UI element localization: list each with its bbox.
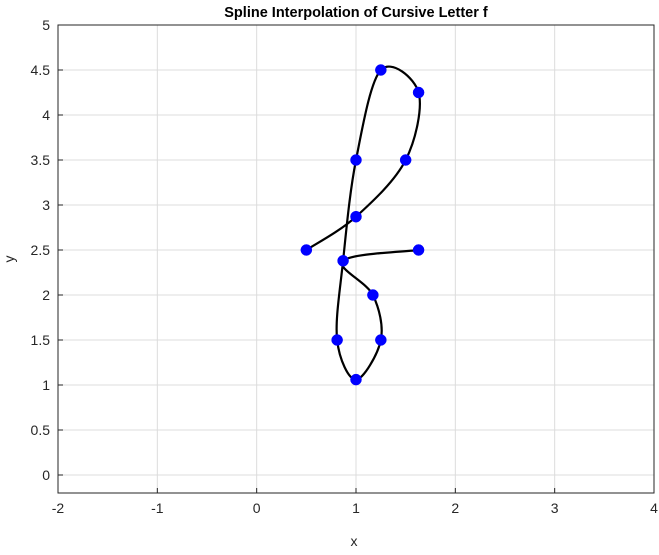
control-point-marker (412, 86, 425, 99)
curve-layer (305, 65, 421, 381)
x-tick-label: 1 (352, 500, 360, 516)
control-point-marker (399, 154, 412, 166)
control-point-marker (350, 154, 362, 166)
x-tick-label: 2 (451, 500, 459, 516)
tick-layer: -2 -1 0 1 2 3 4 0 0.5 1 1.5 2 2.5 3 3.5 4 4.5 5 (31, 17, 659, 516)
x-tick-label: 0 (253, 500, 261, 516)
control-point-marker (412, 244, 425, 256)
x-tick-label: -2 (52, 500, 65, 516)
control-point-marker (375, 64, 387, 76)
x-tick-label: 4 (650, 500, 658, 516)
y-tick-label: 4.5 (31, 62, 51, 78)
x-tick-label: -1 (151, 500, 164, 516)
y-tick-label: 4 (42, 107, 50, 123)
control-point-marker (350, 373, 362, 386)
x-axis-label: x (351, 533, 358, 549)
marker-layer (300, 64, 425, 386)
control-point-marker (331, 334, 343, 346)
y-tick-label: 3 (42, 197, 50, 213)
chart-title: Spline Interpolation of Cursive Letter f (224, 5, 488, 21)
y-tick-label: 0.5 (31, 422, 51, 438)
x-tick-label: 3 (551, 500, 559, 516)
y-axis-label: y (1, 256, 17, 263)
y-tick-label: 0 (42, 467, 50, 483)
y-tick-label: 2.5 (31, 242, 51, 258)
y-tick-label: 5 (42, 17, 50, 33)
y-tick-label: 3.5 (31, 152, 51, 168)
spline-curve-line (305, 65, 421, 381)
control-point-marker (337, 255, 349, 267)
y-tick-label: 1 (42, 377, 50, 393)
control-point-marker (375, 334, 387, 346)
y-tick-label: 2 (42, 287, 50, 303)
y-tick-label: 1.5 (31, 332, 51, 348)
control-point-marker (350, 210, 362, 223)
control-point-marker (367, 289, 379, 301)
control-point-marker (300, 244, 313, 256)
grid-layer (57, 24, 655, 493)
